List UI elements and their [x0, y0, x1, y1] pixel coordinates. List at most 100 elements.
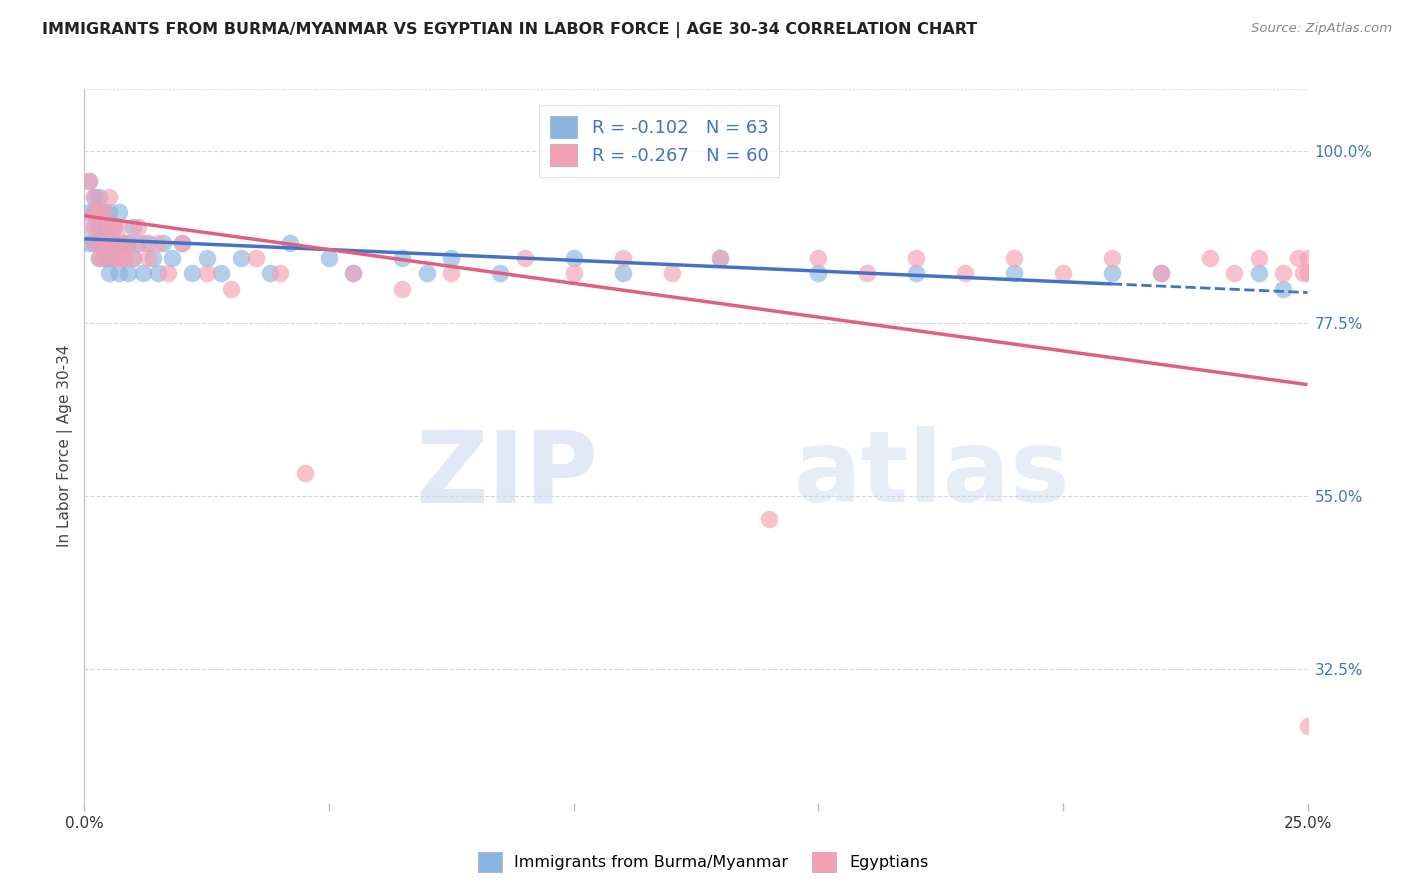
Point — [1198, 251, 1220, 265]
Point — [318, 251, 340, 265]
Text: Source: ZipAtlas.com: Source: ZipAtlas.com — [1251, 22, 1392, 36]
Point — [97, 189, 120, 203]
Point — [229, 251, 252, 265]
Point — [156, 266, 179, 280]
Point — [142, 251, 165, 265]
Point — [117, 235, 139, 250]
Point — [856, 266, 879, 280]
Text: IMMIGRANTS FROM BURMA/MYANMAR VS EGYPTIAN IN LABOR FORCE | AGE 30-34 CORRELATION: IMMIGRANTS FROM BURMA/MYANMAR VS EGYPTIA… — [42, 22, 977, 38]
Point — [77, 174, 100, 188]
Point — [93, 235, 115, 250]
Point — [391, 282, 413, 296]
Point — [195, 266, 218, 280]
Point — [93, 205, 115, 219]
Point — [513, 251, 536, 265]
Point — [259, 266, 281, 280]
Point — [93, 251, 115, 265]
Point — [97, 205, 120, 219]
Point — [1247, 266, 1270, 280]
Point — [1223, 266, 1246, 280]
Point — [136, 251, 159, 265]
Legend: Immigrants from Burma/Myanmar, Egyptians: Immigrants from Burma/Myanmar, Egyptians — [470, 844, 936, 880]
Point — [117, 235, 139, 250]
Point — [87, 235, 110, 250]
Point — [1286, 251, 1309, 265]
Point — [122, 251, 145, 265]
Point — [1101, 251, 1123, 265]
Point — [416, 266, 439, 280]
Point — [342, 266, 364, 280]
Point — [905, 266, 928, 280]
Point — [83, 235, 105, 250]
Point — [87, 220, 110, 235]
Point — [807, 251, 830, 265]
Point — [93, 235, 115, 250]
Point — [122, 251, 145, 265]
Point — [1150, 266, 1173, 280]
Point — [87, 205, 110, 219]
Point — [905, 251, 928, 265]
Point — [87, 251, 110, 265]
Point — [103, 251, 125, 265]
Point — [117, 266, 139, 280]
Point — [612, 251, 634, 265]
Point — [1002, 251, 1025, 265]
Point — [97, 266, 120, 280]
Point — [136, 235, 159, 250]
Point — [83, 205, 105, 219]
Point — [219, 282, 242, 296]
Point — [1296, 719, 1319, 733]
Point — [107, 251, 129, 265]
Point — [103, 251, 125, 265]
Point — [77, 174, 100, 188]
Point — [661, 266, 683, 280]
Point — [162, 251, 184, 265]
Point — [1002, 266, 1025, 280]
Point — [127, 235, 149, 250]
Point — [112, 251, 135, 265]
Point — [97, 220, 120, 235]
Point — [209, 266, 232, 280]
Point — [612, 266, 634, 280]
Point — [245, 251, 267, 265]
Point — [83, 235, 105, 250]
Point — [77, 220, 100, 235]
Point — [1150, 266, 1173, 280]
Point — [1296, 251, 1319, 265]
Point — [807, 266, 830, 280]
Point — [97, 220, 120, 235]
Point — [391, 251, 413, 265]
Point — [97, 235, 120, 250]
Point — [83, 189, 105, 203]
Point — [278, 235, 301, 250]
Point — [112, 235, 135, 250]
Point — [97, 251, 120, 265]
Point — [132, 266, 155, 280]
Text: atlas: atlas — [794, 426, 1070, 523]
Point — [87, 189, 110, 203]
Point — [440, 251, 463, 265]
Y-axis label: In Labor Force | Age 30-34: In Labor Force | Age 30-34 — [58, 344, 73, 548]
Point — [103, 220, 125, 235]
Point — [87, 220, 110, 235]
Point — [83, 220, 105, 235]
Point — [172, 235, 194, 250]
Point — [103, 235, 125, 250]
Point — [152, 235, 174, 250]
Point — [87, 251, 110, 265]
Point — [1101, 266, 1123, 280]
Point — [122, 220, 145, 235]
Point — [294, 466, 316, 480]
Text: ZIP: ZIP — [415, 426, 598, 523]
Point — [489, 266, 512, 280]
Point — [103, 235, 125, 250]
Point — [172, 235, 194, 250]
Point — [1292, 266, 1315, 280]
Point — [107, 220, 129, 235]
Point — [1272, 266, 1295, 280]
Point — [103, 220, 125, 235]
Point — [107, 266, 129, 280]
Point — [83, 189, 105, 203]
Point — [77, 235, 100, 250]
Point — [758, 512, 780, 526]
